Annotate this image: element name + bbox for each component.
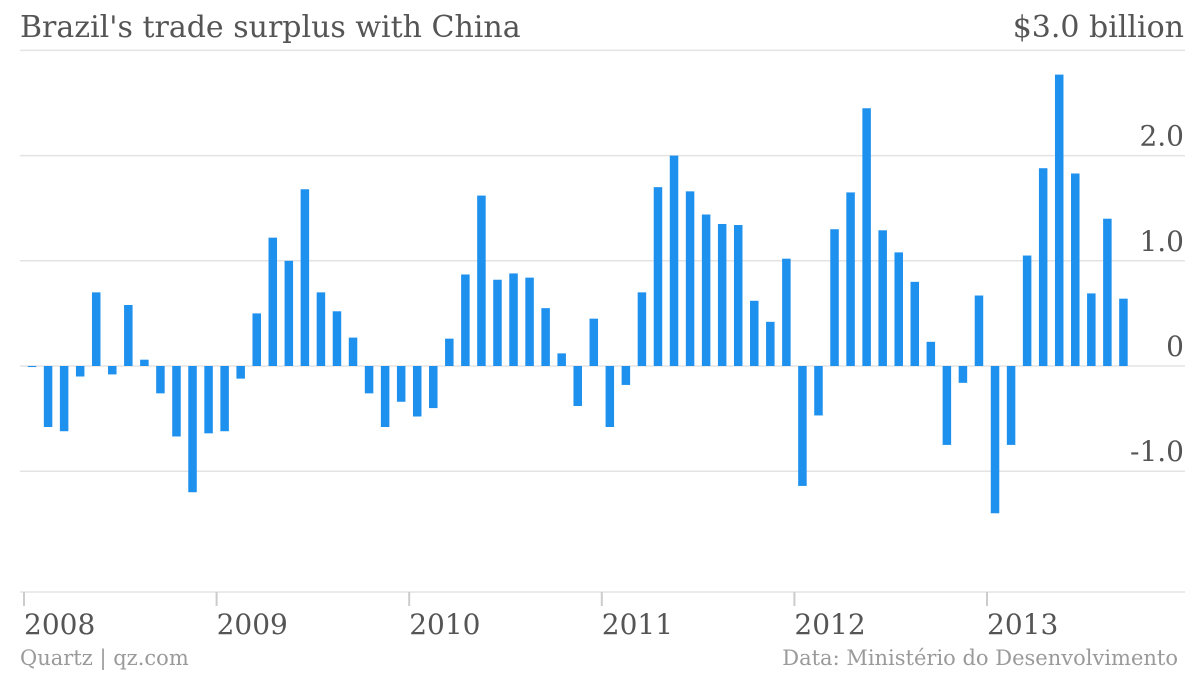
bar <box>926 341 936 366</box>
bar <box>1054 74 1064 366</box>
bar <box>412 366 422 417</box>
bar <box>140 359 149 366</box>
bar <box>541 308 550 366</box>
x-tick-label: 2009 <box>217 608 288 641</box>
x-axis: 2008 2009 2010 2011 2012 2013 <box>20 591 1185 641</box>
y-tick-label: -1.0 <box>1130 435 1184 468</box>
bar <box>108 366 117 375</box>
bar <box>557 353 566 366</box>
bar <box>830 229 839 366</box>
bar <box>204 366 213 434</box>
bar <box>348 337 358 366</box>
bar <box>717 223 727 366</box>
bar <box>958 366 968 383</box>
y-tick-label: 0 <box>1166 330 1184 363</box>
bar <box>156 366 165 394</box>
bar-series <box>27 74 1128 514</box>
x-tick-label: 2011 <box>602 608 673 641</box>
bar <box>396 366 406 402</box>
bar <box>669 155 679 366</box>
bar <box>316 292 326 366</box>
y-axis-labels: -1.0 0 1.0 2.0 <box>1130 120 1184 469</box>
bar <box>493 279 502 366</box>
bar <box>637 292 647 366</box>
x-tick-label: 2013 <box>987 608 1058 641</box>
bar <box>284 260 294 366</box>
chart-title: Brazil's trade surplus with China <box>20 10 521 45</box>
bar <box>1071 173 1080 366</box>
bar <box>1038 168 1048 366</box>
bar <box>766 321 775 366</box>
bar <box>798 366 807 486</box>
bar <box>477 195 486 366</box>
bar <box>188 366 197 493</box>
bar <box>990 366 1000 514</box>
bar <box>605 366 615 428</box>
bar <box>300 189 310 366</box>
bar <box>1022 255 1032 366</box>
credit-text: Quartz | qz.com <box>20 646 189 670</box>
bar <box>172 366 181 437</box>
bar <box>910 281 920 366</box>
bar <box>429 366 438 409</box>
bar <box>1119 298 1128 366</box>
bar <box>814 366 823 416</box>
bar <box>862 108 871 366</box>
x-tick-label: 2012 <box>794 608 865 641</box>
bar <box>733 225 743 366</box>
x-tick-label: 2010 <box>409 608 480 641</box>
bar <box>846 192 855 366</box>
bar <box>364 366 374 394</box>
y-axis-max-label: $3.0 billion <box>1012 10 1184 45</box>
bar <box>220 366 229 432</box>
x-tick-label: 2008 <box>24 608 95 641</box>
bar <box>525 277 534 366</box>
bar <box>782 258 791 366</box>
y-tick-label: 2.0 <box>1139 120 1184 153</box>
bar <box>75 366 85 377</box>
bar <box>509 273 518 366</box>
bar <box>573 366 582 406</box>
bar <box>461 274 470 366</box>
bar <box>91 292 101 366</box>
bar <box>621 366 631 385</box>
bar <box>236 366 245 379</box>
bar <box>701 214 711 366</box>
bar <box>894 252 903 366</box>
bar <box>942 366 952 445</box>
source-text: Data: Ministério do Desenvolvimento <box>782 646 1178 670</box>
bar <box>59 366 69 432</box>
bar <box>974 295 984 366</box>
bar <box>1006 366 1016 445</box>
bar <box>750 300 759 366</box>
bar <box>589 318 599 366</box>
bar <box>445 338 454 366</box>
bar <box>380 366 390 428</box>
bar <box>1087 293 1096 366</box>
bar <box>685 191 695 366</box>
bar <box>332 311 342 366</box>
bar <box>878 230 887 366</box>
y-tick-label: 1.0 <box>1139 225 1184 258</box>
bar <box>268 237 278 366</box>
bar <box>124 304 133 366</box>
bar <box>653 187 663 366</box>
bar <box>27 366 37 368</box>
bar <box>252 313 261 366</box>
bar <box>43 366 53 428</box>
bar <box>1103 218 1112 366</box>
